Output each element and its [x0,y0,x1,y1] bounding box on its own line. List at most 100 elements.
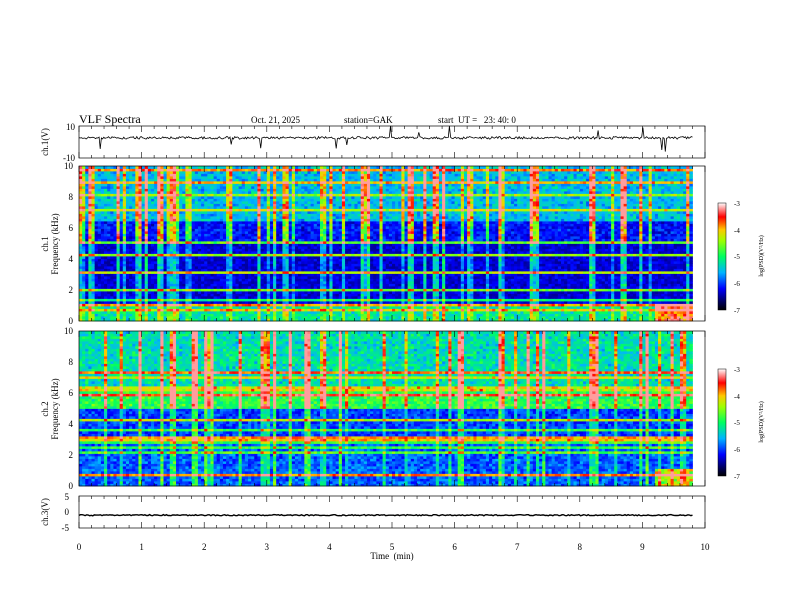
spectrogram-cell [150,208,155,212]
spectrogram-cell [226,286,230,289]
spectrogram-cell [213,278,218,282]
spectrogram-cell [172,251,177,254]
spectrogram-cell [185,303,189,307]
spectrogram-cell [316,318,321,322]
spectrogram-cell [176,241,180,244]
spectrogram-cell [113,183,117,187]
spectrogram-cell [160,261,164,264]
spectrogram-cell [263,171,268,174]
spectrogram-cell [125,238,130,242]
spectrogram-cell [97,171,102,174]
spectrogram-cell [122,301,127,304]
spectrogram-cell [179,288,183,292]
spectrogram-cell [129,188,133,192]
spectrogram-cell [119,298,124,302]
spectrogram-cell [125,221,130,224]
spectrogram-cell [160,196,164,199]
spectrogram-cell [107,243,111,247]
spectrogram-cell [210,288,214,292]
spectrogram-cell [235,198,240,202]
spectrogram-cell [182,278,186,282]
spectrogram-cell [163,206,168,209]
spectrogram-cell [179,226,183,229]
spectrogram-cell [294,246,299,249]
spectrogram-cell [235,226,240,229]
spectrogram-cell [263,221,268,224]
spectrogram-cell [157,176,161,179]
spectrogram-cell [191,193,196,197]
spectrogram-cell [241,278,246,282]
spectrogram-cell [169,206,174,209]
spectrogram-cell [323,236,327,239]
spectrogram-cell [207,231,211,234]
spectrogram-cell [79,288,83,292]
spectrogram-cell [157,173,161,177]
spectrogram-cell [316,268,321,272]
spectrogram-cell [110,313,114,317]
spectrogram-cell [313,226,318,229]
spectrogram-cell [79,261,83,264]
spectrogram-cell [323,286,327,289]
spectrogram-cell [82,261,86,264]
spectrogram-cell [176,198,180,202]
spectrogram-cell [310,176,315,179]
spectrogram-cell [191,196,196,199]
spectrogram-cell [213,266,218,269]
spectrogram-cell [125,286,130,289]
spectrogram-cell [169,278,174,282]
spectrogram-cell [125,213,130,217]
spectrogram-cell [147,283,152,287]
spectrogram-cell [254,258,258,262]
spectrogram-cell [320,218,324,222]
spectrogram-cell [97,276,102,279]
spectrogram-cell [135,246,139,249]
spectrogram-cell [269,201,274,204]
spectrogram-cell [226,201,230,204]
spectrogram-cell [135,231,139,234]
spectrogram-cell [116,243,121,247]
spectrogram-cell [294,266,299,269]
spectrogram-cell [204,208,208,212]
spectrogram-cell [135,191,139,194]
spectrogram-cell [207,216,211,219]
spectrogram-cell [144,206,149,209]
spectrogram-cell [97,301,102,304]
spectrogram-cell [85,206,89,209]
spectrogram-cell [291,248,296,252]
spectrogram-cell [157,253,161,257]
spectrogram-cell [147,206,152,209]
spectrogram-cell [285,173,290,177]
spectrogram-cell [163,181,168,184]
spectrogram-cell [260,196,265,199]
spectrogram-cell [276,213,280,217]
spectrogram-cell [216,228,221,232]
spectrogram-cell [251,256,255,259]
spectrogram-cell [244,181,249,184]
spectrogram-cell [238,193,243,197]
spectrogram-cell [320,208,324,212]
spectrogram-cell [316,196,321,199]
spectrogram-cell [144,198,149,202]
spectrogram-cell [291,198,296,202]
spectrogram-cell [204,221,208,224]
spectrogram-cell [176,253,180,257]
spectrogram-cell [132,201,136,204]
spectrogram-cell [194,181,199,184]
spectrogram-cell [323,273,327,277]
spectrogram-cell [144,266,149,269]
spectrogram-cell [323,208,327,212]
spectrogram-cell [100,198,105,202]
spectrogram-cell [216,183,221,187]
spectrogram-cell [226,246,230,249]
spectrogram-cell [166,198,171,202]
spectrogram-cell [97,283,102,287]
spectrogram-cell [188,236,193,239]
spectrogram-cell [204,236,208,239]
spectrogram-cell [144,271,149,274]
spectrogram-cell [110,196,114,199]
spectrogram-cell [210,303,214,307]
spectrogram-cell [298,293,302,297]
spectrogram-cell [216,218,221,222]
spectrogram-cell [191,246,196,249]
spectrogram-cell [150,186,155,189]
